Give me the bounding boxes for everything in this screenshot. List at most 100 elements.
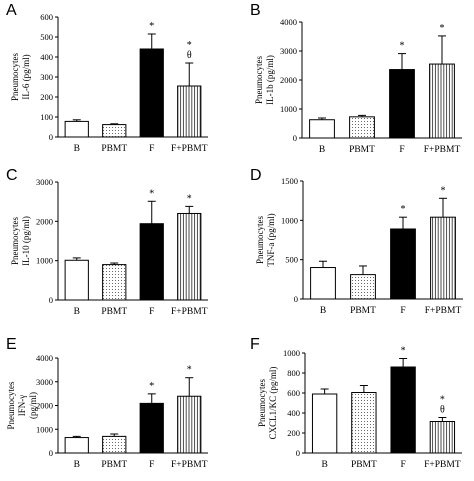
- x-tick-label: F: [400, 460, 405, 470]
- significance-mark: *: [149, 188, 154, 199]
- y-tick-label: 1000: [283, 348, 300, 358]
- x-tick-label: F: [400, 306, 405, 316]
- y-tick-label: 200: [40, 92, 53, 102]
- y-tick-label: 0: [49, 448, 53, 458]
- chart-panel-f: F 0 200 400 600 800 1000 Pneumocytes CXCL1/KC (p…: [250, 336, 462, 470]
- y-tick-label: 0: [49, 132, 53, 142]
- bar-pbmt: [350, 274, 376, 300]
- y-axis-label: IL-1b (pg/ml): [265, 55, 275, 105]
- bar-b: [64, 437, 89, 454]
- x-tick-label: F+PBMT: [425, 306, 462, 316]
- bar-f: [390, 366, 416, 454]
- significance-mark: *: [187, 193, 192, 204]
- y-tick-label: 3000: [36, 377, 53, 387]
- y-axis-label: Pneumocytes: [254, 56, 264, 104]
- x-tick-label: F: [149, 460, 154, 470]
- bar-b: [311, 393, 338, 454]
- panel-label: C: [6, 167, 18, 184]
- y-tick-label: 4000: [280, 17, 297, 27]
- y-axis-label: Pneumocytes: [6, 381, 16, 429]
- x-tick-label: F: [399, 145, 404, 155]
- y-tick-label: 1000: [281, 215, 298, 225]
- bar-pbmt: [102, 264, 127, 301]
- y-tick-label: 400: [40, 52, 53, 62]
- bar-f-plus-pbmt: [177, 85, 202, 138]
- bar-f: [390, 228, 416, 300]
- y-tick-label: 500: [285, 255, 298, 265]
- bar-f-plus-pbmt: [430, 216, 456, 300]
- significance-mark: *: [401, 346, 406, 357]
- bar-b: [64, 120, 89, 138]
- bar-f-plus-pbmt: [429, 421, 456, 454]
- y-axis-label: Pneumocytes: [10, 53, 20, 101]
- chart-panel-d: D 0 500 1000 1500 Pneumocytes TNF-a (pg/ml) B PB…: [250, 167, 463, 316]
- y-tick-label: 3000: [280, 46, 297, 56]
- chart-panel-b: B 0 1000 2000 3000 4000 Pneumocytes IL-1b (pg/m…: [250, 2, 462, 155]
- y-axis-label: TNF-a (pg/ml): [266, 213, 276, 266]
- bar-b: [310, 267, 336, 300]
- chart-panel-c: C 0 1000 2000 3000 Pneumocytes IL-10 (pg/ml) B P…: [6, 167, 208, 317]
- chart-panel-a: A 0 100 200 300 400 500 600 Pneumocytes IL-6 (pg/…: [6, 2, 208, 154]
- x-tick-label: F+PBMT: [171, 144, 208, 154]
- x-tick-label: PBMT: [349, 145, 375, 155]
- chart-panel-e: E 0 1000 2000 3000 4000 Pneumocytes IFN-γ (pg/ml…: [6, 336, 208, 470]
- x-tick-label: PBMT: [350, 306, 376, 316]
- x-tick-label: PBMT: [101, 144, 127, 154]
- y-tick-label: 0: [294, 294, 298, 304]
- bar-f: [389, 69, 415, 139]
- panel-label: B: [250, 2, 261, 19]
- significance-mark: *: [187, 40, 192, 51]
- bar-f-plus-pbmt: [177, 395, 202, 454]
- significance-mark: θ: [187, 50, 192, 61]
- y-axis-label: CXCL1/KC (pg/ml): [268, 367, 278, 440]
- bar-f-plus-pbmt: [429, 63, 455, 139]
- significance-mark: *: [149, 381, 154, 392]
- y-axis-label: Pneumocytes: [255, 216, 265, 264]
- x-tick-label: F+PBMT: [424, 460, 461, 470]
- x-tick-label: B: [74, 460, 80, 470]
- bar-f: [139, 402, 164, 454]
- y-tick-label: 300: [40, 72, 53, 82]
- bar-b: [309, 119, 335, 139]
- x-tick-label: F+PBMT: [171, 307, 208, 317]
- y-axis-label: IFN-γ: [17, 395, 27, 416]
- x-tick-label: F+PBMT: [424, 145, 461, 155]
- bar-pbmt: [102, 435, 127, 454]
- significance-mark: *: [441, 185, 446, 196]
- x-tick-label: PBMT: [351, 460, 377, 470]
- x-tick-label: B: [74, 144, 80, 154]
- bar-pbmt: [102, 124, 127, 138]
- y-tick-label: 2000: [280, 75, 297, 85]
- y-axis-label: IL-6 (pg/ml): [21, 54, 31, 99]
- significance-mark: θ: [440, 405, 445, 416]
- panel-label: A: [6, 2, 17, 19]
- significance-mark: *: [440, 395, 445, 406]
- y-tick-label: 500: [40, 32, 53, 42]
- significance-mark: *: [400, 41, 405, 52]
- bar-pbmt: [351, 392, 377, 454]
- y-tick-label: 1500: [281, 176, 298, 186]
- y-axis-label: (pg/ml): [28, 392, 38, 419]
- y-tick-label: 2000: [36, 216, 53, 226]
- y-axis-label: IL-10 (pg/ml): [21, 216, 31, 266]
- y-tick-label: 100: [40, 112, 53, 122]
- panel-label: F: [250, 336, 260, 353]
- x-tick-label: B: [321, 460, 327, 470]
- y-axis-label: Pneumocytes: [10, 217, 20, 265]
- x-tick-label: B: [320, 306, 326, 316]
- y-tick-label: 2000: [36, 401, 53, 411]
- y-tick-label: 4000: [36, 353, 53, 363]
- y-tick-label: 400: [287, 408, 300, 418]
- bar-f: [139, 223, 164, 301]
- y-tick-label: 3000: [36, 177, 53, 187]
- x-tick-label: PBMT: [101, 307, 127, 317]
- y-tick-label: 1000: [36, 256, 53, 266]
- y-axis-label: Pneumocytes: [257, 379, 267, 427]
- y-tick-label: 200: [287, 428, 300, 438]
- x-tick-label: F+PBMT: [171, 460, 208, 470]
- significance-mark: *: [440, 23, 445, 34]
- x-tick-label: PBMT: [101, 460, 127, 470]
- panel-label: E: [6, 336, 17, 353]
- y-tick-label: 1000: [36, 424, 53, 434]
